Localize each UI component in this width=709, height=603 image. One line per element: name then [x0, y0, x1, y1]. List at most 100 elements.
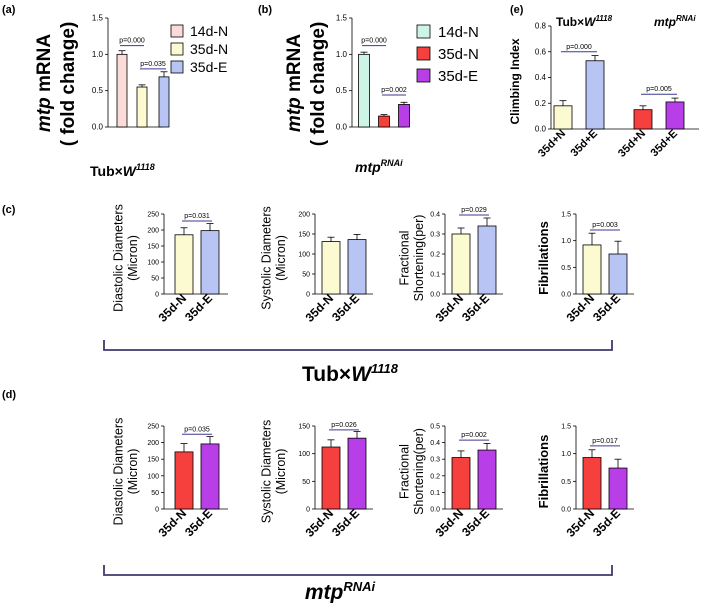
- c1-bar-1: [200, 230, 220, 295]
- chart-c-fibrillations: 0.00.51.01.535d-N35d-Ep=0.003Fibrillatio…: [536, 212, 634, 325]
- panel-b-title: mtpRNAi: [355, 158, 403, 175]
- d1-y-axis-title: Diastolic Diameters(Micron): [112, 418, 140, 526]
- a-y-tick-label: 0.5: [92, 86, 104, 95]
- panel-label-e: (e): [510, 4, 524, 16]
- d4-y-tick-label: 1.0: [561, 451, 571, 458]
- section-d-bracket: [103, 565, 613, 576]
- section-d-label: mtpRNAi: [305, 579, 376, 603]
- d1-bar-0: [174, 451, 194, 510]
- b-bar-2: [398, 104, 410, 128]
- d3-y-tick-label: 0.3: [430, 457, 440, 464]
- a-bar-1: [136, 86, 148, 128]
- d2-category-label-1: 35d-E: [329, 506, 362, 539]
- c4-y-axis-title: Fibrillations: [536, 221, 551, 295]
- d1-y-tick-label: 0: [155, 507, 159, 514]
- legend-b-label-35dE: 35d-E: [438, 68, 478, 85]
- chart-d-fractional-shortening: 0.00.10.20.30.40.535d-N35d-Ep=0.002Fract…: [398, 424, 503, 540]
- d4-y-axis-title: Fibrillations: [536, 435, 551, 509]
- c1-y-tick-label: 50: [151, 276, 159, 283]
- b-y-tick-label: 0.5: [336, 86, 348, 95]
- e-sig-label-0: p=0.000: [566, 44, 592, 51]
- panel-label-b: (b): [258, 4, 272, 16]
- d4-category-label-1: 35d-E: [590, 506, 623, 539]
- b-sig-label-0: p=0.000: [361, 38, 387, 45]
- c4-y-tick-label: 1.0: [561, 238, 571, 245]
- c3-y-tick-label: 0.3: [430, 232, 440, 239]
- d1-category-label-0: 35d-N: [156, 506, 189, 539]
- legend-b-swatch-35dE: [416, 68, 431, 83]
- c4-bar-1: [608, 253, 628, 295]
- a-bar-0: [116, 53, 128, 128]
- d2-y-tick-label: 100: [298, 451, 310, 458]
- e-y-axis-title: Climbing Index: [508, 38, 522, 124]
- a-sig-label-0: p=0.000: [119, 38, 145, 45]
- c4-y-tick-label: 0.0: [561, 292, 571, 299]
- a-y-tick-label: 0.0: [92, 123, 104, 132]
- c4-y-tick-label: 0.5: [561, 265, 571, 272]
- d3-bar-1: [477, 449, 497, 510]
- b-bar-1: [378, 115, 390, 128]
- b-sig-label-1: p=0.002: [381, 87, 407, 94]
- d3-y-axis-title: FractionalShortening(per): [398, 428, 426, 515]
- legend-a-swatch-14dN: [170, 24, 184, 38]
- legend-b: 14d-N 35d-N 35d-E: [416, 24, 479, 85]
- d1-bar-1: [200, 443, 220, 510]
- d1-y-tick-label: 200: [147, 440, 159, 447]
- e-y-tick-label: 0.6: [535, 47, 547, 56]
- b-bar-0: [358, 53, 370, 128]
- d2-y-tick-label: 50: [302, 479, 310, 486]
- d3-sig-label-0: p=0.002: [461, 432, 487, 439]
- a-y-tick-label: 1.5: [92, 14, 104, 23]
- chart-d-fibrillations: 0.00.51.01.535d-N35d-Ep=0.017Fibrillatio…: [536, 424, 634, 540]
- d2-y-tick-label: 150: [298, 424, 310, 431]
- d1-sig-label-0: p=0.035: [184, 426, 210, 433]
- d3-y-tick-label: 0.5: [430, 424, 440, 431]
- legend-a: 14d-N 35d-N 35d-E: [170, 23, 228, 75]
- e-bar-3: [665, 101, 685, 130]
- e-sig-label-1: p=0.005: [646, 86, 672, 93]
- legend-b-swatch-14dN: [416, 24, 431, 39]
- c3-y-tick-label: 0.2: [430, 252, 440, 259]
- legend-b-label-14dN: 14d-N: [438, 24, 479, 41]
- chart-b: 0.0 0.5 1.0 1.5 p=0.000 p=0.002: [336, 14, 410, 132]
- b-y-tick-label: 1.5: [336, 14, 348, 23]
- d4-bar-0: [582, 457, 602, 510]
- c3-category-label-1: 35d-E: [459, 291, 492, 324]
- c1-sig-label-0: p=0.031: [184, 213, 210, 220]
- b-y-tick-label: 1.0: [336, 50, 348, 59]
- d3-category-label-1: 35d-E: [459, 506, 492, 539]
- panel-a-ylabel-fold: ( fold change): [58, 22, 79, 147]
- e-y-tick-label: 0.4: [535, 73, 547, 82]
- d3-y-tick-label: 0.2: [430, 473, 440, 480]
- panel-e-group-label-tub: Tub×W1118: [556, 14, 613, 29]
- panel-a-ylabel: mtp mRNA: [34, 34, 55, 132]
- d2-y-axis-title: Systolic Diameters(Micron): [260, 420, 288, 524]
- d4-y-tick-label: 0.0: [561, 507, 571, 514]
- a-sig-label-1: p=0.035: [140, 61, 166, 68]
- d4-y-tick-label: 0.5: [561, 479, 571, 486]
- legend-a-label-35dN: 35d-N: [190, 41, 228, 57]
- c4-y-tick-label: 1.5: [561, 212, 571, 219]
- c1-category-label-0: 35d-N: [156, 291, 189, 324]
- a-bar-2: [158, 76, 170, 128]
- c4-bar-0: [582, 244, 602, 295]
- c1-category-label-1: 35d-E: [182, 291, 215, 324]
- e-y-tick-label: 0.0: [535, 125, 547, 134]
- panel-label-c: (c): [2, 204, 16, 216]
- d1-y-tick-label: 150: [147, 457, 159, 464]
- d1-y-tick-label: 250: [147, 424, 159, 431]
- panel-b-ylabel: mtp mRNA: [284, 34, 305, 132]
- legend-a-swatch-35dE: [170, 60, 184, 74]
- panel-e-group-label-rnai: mtpRNAi: [654, 14, 696, 29]
- c3-bar-1: [477, 225, 497, 295]
- c2-bar-0: [321, 241, 341, 295]
- section-c-label: Tub×W1118: [302, 361, 399, 386]
- d3-y-tick-label: 0.0: [430, 507, 440, 514]
- c3-y-tick-label: 0.4: [430, 212, 440, 219]
- e-category-label-3: 35d+E: [649, 128, 681, 160]
